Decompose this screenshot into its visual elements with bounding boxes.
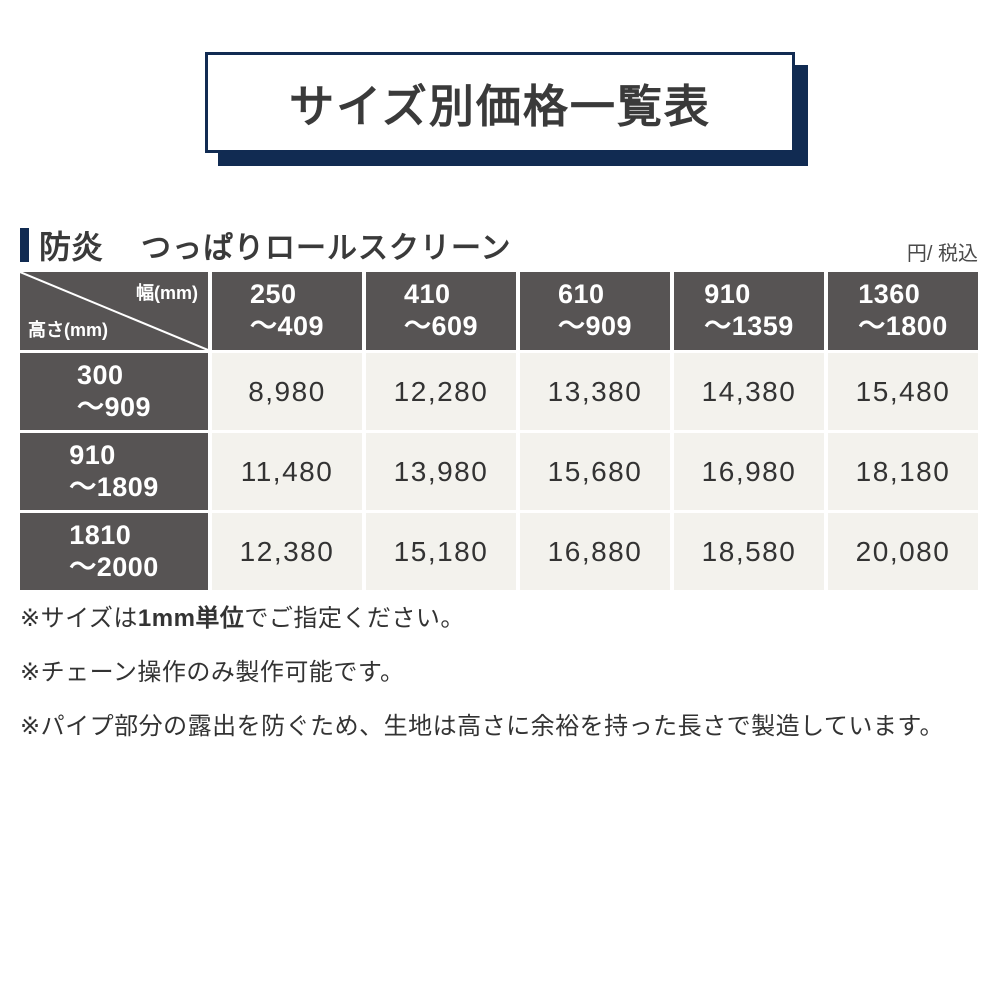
width-range-from: 250: [249, 279, 297, 310]
row-header-height-2: 910 〜1809: [20, 433, 208, 510]
width-range-to: 〜409: [249, 311, 325, 341]
price-cell: 18,580: [674, 513, 824, 590]
price-cell: 13,380: [520, 353, 670, 430]
price-cell: 11,480: [212, 433, 362, 510]
section-header: 防炎 つっぱりロールスクリーン 円/ 税込: [20, 222, 978, 268]
note-text: ※サイズは: [20, 605, 138, 632]
height-range-from: 1810: [69, 519, 132, 550]
price-cell: 14,380: [674, 353, 824, 430]
note-text: でご指定ください。: [244, 605, 465, 632]
column-header-width-2: 410 〜609: [366, 272, 516, 350]
price-cell: 20,080: [828, 513, 978, 590]
column-header-width-3: 610 〜909: [520, 272, 670, 350]
section-heading: 防炎 つっぱりロールスクリーン: [20, 222, 512, 268]
width-range-to: 〜909: [557, 311, 633, 341]
column-header-width-5: 1360 〜1800: [828, 272, 978, 350]
note-text: ※パイプ部分の露出を防ぐため、生地は高さに余裕を持った長さで製造しています。: [20, 712, 944, 740]
height-range-to: 〜2000: [69, 551, 159, 582]
note-text: ※チェーン操作のみ製作可能です。: [20, 658, 405, 686]
height-axis-label: 高さ(mm): [28, 320, 108, 340]
price-cell: 16,980: [674, 433, 824, 510]
height-range-to: 〜1809: [69, 471, 159, 502]
price-cell: 8,980: [212, 353, 362, 430]
price-cell: 15,480: [828, 353, 978, 430]
width-range-from: 410: [403, 279, 451, 310]
note-chain-operation: ※チェーン操作のみ製作可能です。: [20, 656, 980, 691]
height-range-from: 300: [76, 359, 124, 390]
column-header-width-4: 910 〜1359: [674, 272, 824, 350]
width-range-to: 〜609: [403, 311, 479, 341]
price-cell: 15,680: [520, 433, 670, 510]
price-cell: 13,980: [366, 433, 516, 510]
price-table: 幅(mm) 高さ(mm) 250 〜409 410 〜609 610 〜909 …: [20, 272, 978, 590]
width-axis-label: 幅(mm): [136, 283, 198, 303]
table-corner-cell: 幅(mm) 高さ(mm): [20, 272, 208, 350]
page-title: サイズ別価格一覧表: [289, 81, 711, 132]
note-text-bold: 1mm単位: [137, 605, 245, 632]
width-range-to: 〜1359: [704, 311, 794, 341]
notes-section: ※サイズは1mm単位でご指定ください。 ※チェーン操作のみ製作可能です。 ※パイ…: [20, 602, 980, 763]
price-cell: 12,380: [212, 513, 362, 590]
diagonal-divider: [20, 272, 208, 350]
heading-accent-bar: [20, 228, 29, 262]
width-range-to: 〜1800: [858, 311, 948, 341]
product-name-label: つっぱりロールスクリーン: [141, 232, 512, 265]
width-range-from: 610: [557, 279, 605, 310]
width-range-from: 1360: [858, 279, 921, 310]
price-unit-label: 円/ 税込: [906, 243, 978, 265]
price-cell: 18,180: [828, 433, 978, 510]
row-header-height-3: 1810 〜2000: [20, 513, 208, 590]
price-cell: 15,180: [366, 513, 516, 590]
height-range-to: 〜909: [76, 391, 152, 422]
note-pipe-exposure: ※パイプ部分の露出を防ぐため、生地は高さに余裕を持った長さで製造しています。: [20, 710, 980, 745]
product-type-label: 防炎: [39, 229, 104, 265]
price-cell: 16,880: [520, 513, 670, 590]
price-cell: 12,280: [366, 353, 516, 430]
note-size-unit: ※サイズは1mm単位でご指定ください。: [20, 602, 980, 637]
column-header-width-1: 250 〜409: [212, 272, 362, 350]
title-banner: サイズ別価格一覧表: [205, 52, 795, 153]
height-range-from: 910: [69, 439, 116, 470]
row-header-height-1: 300 〜909: [20, 353, 208, 430]
width-range-from: 910: [704, 279, 751, 310]
